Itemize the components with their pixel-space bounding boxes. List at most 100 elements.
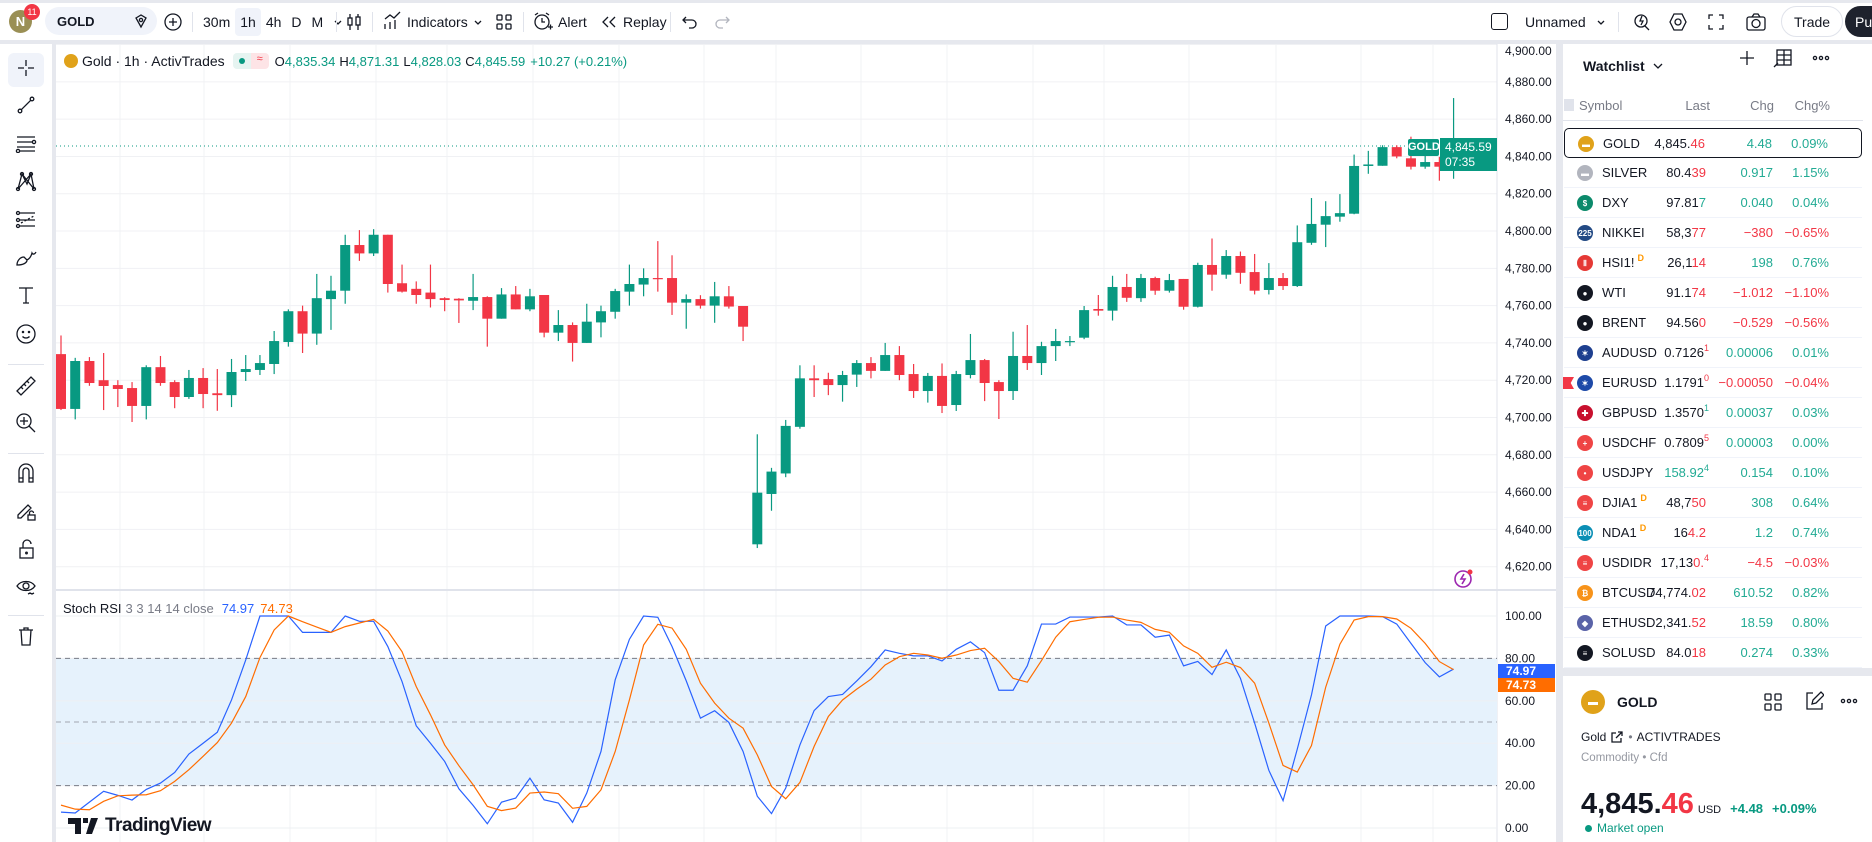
magnet-tool[interactable] — [8, 458, 44, 492]
interval-d[interactable]: D — [291, 13, 302, 30]
row-change: 0.00006 — [1726, 345, 1773, 360]
watchlist-row-btcusd[interactable]: ₿ BTCUSD 74,774.02 610.52 0.82% — [1564, 578, 1862, 608]
trade-button[interactable]: Trade — [1781, 6, 1844, 37]
emoji-tool[interactable] — [8, 319, 44, 353]
publish-button[interactable]: Pu — [1845, 6, 1872, 37]
watchlist-row-ethusd[interactable]: ◆ ETHUSD 2,341.52 18.59 0.80% — [1564, 608, 1862, 638]
text-tool[interactable] — [8, 280, 44, 314]
candle-body — [1434, 162, 1445, 167]
advanced-view-icon[interactable] — [1773, 48, 1793, 73]
market-status-pill[interactable]: ≈ — [232, 53, 269, 69]
watchlist-row-usdchf[interactable]: + USDCHF 0.78095 0.00003 0.00% — [1564, 428, 1862, 458]
watchlist-row-audusd[interactable]: ✶ AUDUSD 0.71261 0.00006 0.01% — [1564, 338, 1862, 368]
layouts-icon[interactable] — [1763, 692, 1783, 717]
fib-tool[interactable] — [8, 128, 44, 162]
layout-name-button[interactable]: Unnamed — [1525, 13, 1586, 30]
symbol-search[interactable]: GOLD — [45, 7, 157, 35]
column-chg[interactable]: Chg — [1750, 98, 1774, 113]
fullscreen-icon[interactable] — [1707, 13, 1725, 31]
layout-checkbox[interactable] — [1491, 13, 1508, 30]
candle — [809, 365, 820, 397]
watchlist-row-usdjpy[interactable]: • USDJPY 158.924 0.154 0.10% — [1564, 458, 1862, 488]
indicators-button[interactable]: Indicators — [407, 13, 468, 30]
candles-chart-type-icon[interactable] — [344, 12, 364, 32]
watchlist-row-gold[interactable]: ▬ GOLD 4,845.46 4.48 0.09% — [1564, 128, 1862, 158]
row-change-percent: −0.65% — [1784, 225, 1829, 240]
details-exchange[interactable]: ACTIVTRADES — [1636, 730, 1721, 744]
column-symbol[interactable]: Symbol — [1579, 98, 1623, 113]
brush-tool[interactable] — [8, 242, 44, 276]
chevron-down-icon[interactable] — [1596, 17, 1606, 27]
watchlist-title-button[interactable]: Watchlist — [1583, 58, 1665, 74]
chart-canvas[interactable]: 4,620.00 4,640.00 4,660.00 4,680.00 4,700.00… — [56, 44, 1556, 842]
hide-tool[interactable] — [8, 572, 44, 606]
camera-icon[interactable] — [1745, 12, 1767, 32]
column-last[interactable]: Last — [1685, 98, 1710, 113]
add-symbol-icon[interactable] — [1738, 49, 1756, 72]
watchlist-row-silver[interactable]: ▬ SILVER 80.439 0.917 1.15% — [1564, 158, 1862, 188]
more-options-icon[interactable] — [1811, 49, 1831, 72]
indicators-icon[interactable] — [383, 11, 405, 31]
undo-icon[interactable] — [681, 14, 699, 30]
settings-icon[interactable] — [1668, 12, 1688, 32]
lock-drawings-tool[interactable] — [8, 496, 44, 530]
watchlist-row-nikkei[interactable]: 225 NIKKEI 58,377 −380 −0.65% — [1564, 218, 1862, 248]
panel-scrollbar[interactable] — [1866, 44, 1872, 668]
row-symbol: HSI1! D — [1602, 253, 1645, 270]
quick-search-icon[interactable] — [1632, 11, 1652, 33]
column-chg-pct[interactable]: Chg% — [1794, 98, 1830, 113]
pattern-tool[interactable] — [8, 166, 44, 200]
watchlist-row-gbpusd[interactable]: ✚ GBPUSD 1.35701 0.00037 0.03% — [1564, 398, 1862, 428]
interval-4h[interactable]: 4h — [265, 13, 282, 30]
projection-tool[interactable] — [8, 204, 44, 238]
crosshair-tool[interactable] — [8, 53, 44, 87]
diamond-icon[interactable] — [133, 13, 149, 29]
watchlist-row-usdidr[interactable]: ≡ USDIDR 17,130.4 −4.5 −0.03% — [1564, 548, 1862, 578]
edit-note-icon[interactable] — [1804, 691, 1825, 716]
trend-line-tool[interactable] — [8, 90, 44, 124]
watchlist-row-brent[interactable]: ● BRENT 94.560 −0.529 −0.56% — [1564, 308, 1862, 338]
measure-tool[interactable] — [8, 371, 44, 405]
watchlist-row-nda1[interactable]: 100 NDA1 D 164.2 1.2 0.74% — [1564, 518, 1862, 548]
interval-m[interactable]: M — [311, 13, 324, 30]
legend-title[interactable]: Gold · 1h · ActivTrades — [82, 53, 225, 69]
chevron-down-icon[interactable] — [473, 17, 483, 27]
watchlist-row-djia1[interactable]: ≡ DJIA1 D 48,750 308 0.64% — [1564, 488, 1862, 518]
details-name[interactable]: Gold — [1581, 730, 1607, 744]
candle — [510, 286, 521, 310]
flag-column-marker[interactable] — [1564, 99, 1574, 111]
lock-all-tool[interactable] — [8, 534, 44, 568]
lightning-alert-icon[interactable] — [1453, 567, 1475, 594]
last-price-tag: 4,845.59 07:35 — [1440, 138, 1497, 171]
alert-clock-icon[interactable] — [532, 11, 554, 33]
redo-icon[interactable] — [713, 14, 731, 30]
watchlist-row-solusd[interactable]: ≡ SOLUSD 84.018 0.274 0.33% — [1564, 638, 1862, 668]
row-last-tail: 18 — [1691, 645, 1706, 660]
candle-body — [1022, 355, 1033, 364]
layouts-icon[interactable] — [495, 13, 513, 31]
watchlist-row-eurusd[interactable]: ✶ EURUSD 1.17910 −0.00050 −0.04% — [1563, 368, 1862, 398]
interval-30m[interactable]: 30m — [203, 13, 231, 30]
red-flag-icon[interactable] — [1563, 377, 1574, 389]
more-options-icon[interactable] — [1839, 693, 1859, 714]
replay-button[interactable]: Replay — [623, 13, 667, 30]
alert-button[interactable]: Alert — [558, 13, 587, 30]
candle-body — [1235, 256, 1246, 273]
candle — [269, 330, 280, 375]
replay-icon[interactable] — [600, 14, 618, 30]
remove-drawings-tool[interactable] — [8, 621, 44, 655]
indicator-legend[interactable]: Stoch RSI 3 3 14 14 close 74.97 74.73 — [63, 599, 293, 617]
k-value-tag: 74.97 — [1498, 664, 1555, 678]
interval-1h[interactable]: 1h — [235, 7, 261, 36]
zoom-tool[interactable] — [8, 408, 44, 442]
chart-area[interactable]: 4,620.00 4,640.00 4,660.00 4,680.00 4,700.00… — [56, 44, 1556, 842]
watchlist-row-hsi1[interactable]: Ⅱ HSI1! D 26,114 198 0.76% — [1564, 248, 1862, 278]
watchlist-row-wti[interactable]: ● WTI 91.174 −1.012 −1.10% — [1564, 278, 1862, 308]
details-symbol[interactable]: GOLD — [1617, 694, 1658, 710]
tradingview-logo[interactable]: TradingView — [68, 815, 212, 837]
external-link-icon[interactable] — [1610, 730, 1624, 744]
compare-add-icon[interactable] — [163, 12, 183, 32]
row-last-main: 0.7126 — [1664, 345, 1704, 360]
row-change-percent: 0.80% — [1792, 615, 1829, 630]
watchlist-row-dxy[interactable]: $ DXY 97.817 0.040 0.04% — [1564, 188, 1862, 218]
